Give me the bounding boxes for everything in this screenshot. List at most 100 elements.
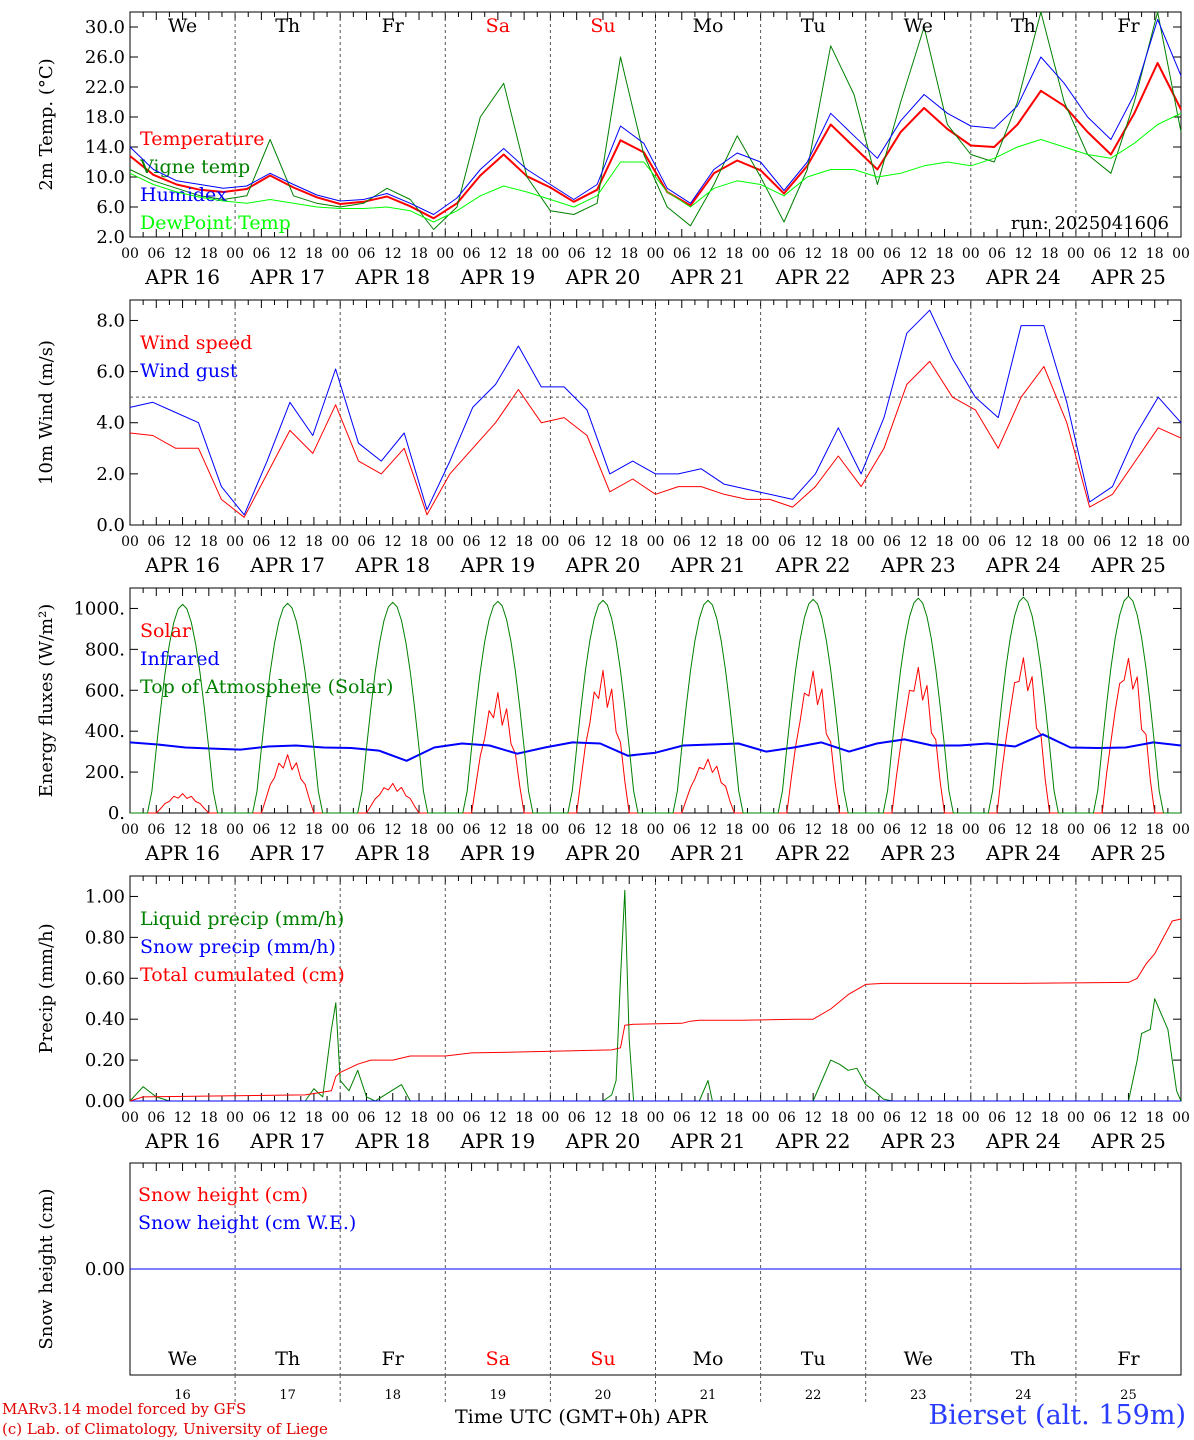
date-label: APR 18	[354, 841, 430, 865]
date-label: APR 25	[1090, 841, 1166, 865]
hour-tick-label: 18	[1041, 822, 1059, 838]
weekday-label: Mo	[693, 1348, 724, 1370]
date-label: APR 19	[459, 553, 535, 577]
hour-tick-label: 18	[831, 1110, 849, 1126]
panel-frame	[129, 299, 1182, 526]
date-label: APR 17	[249, 553, 325, 577]
date-label: APR 25	[1090, 553, 1166, 577]
date-label: APR 22	[775, 265, 851, 289]
date-label: APR 25	[1090, 1129, 1166, 1153]
day-number-label: 16	[174, 1388, 191, 1403]
hour-tick-label: 00	[857, 822, 875, 838]
y-tick-label: 26.0	[85, 47, 125, 68]
y-axis-label: Precip (mm/h)	[36, 923, 57, 1053]
hour-tick-label: 06	[358, 1110, 376, 1126]
hour-tick-label: 00	[857, 1110, 875, 1126]
day-number-label: 20	[595, 1388, 612, 1403]
hour-tick-label: 18	[305, 1110, 323, 1126]
day-number-label: 22	[805, 1388, 822, 1403]
hour-tick-label: 12	[699, 246, 717, 262]
hour-tick-label: 06	[988, 246, 1006, 262]
hour-tick-label: 12	[909, 822, 927, 838]
hour-tick-label: 12	[804, 534, 822, 550]
hour-tick-label: 18	[1146, 534, 1164, 550]
hour-tick-label: 00	[1067, 1110, 1085, 1126]
hour-tick-label: 18	[831, 822, 849, 838]
hour-tick-label: 00	[226, 822, 244, 838]
hour-tick-label: 00	[1067, 822, 1085, 838]
hour-tick-label: 12	[699, 534, 717, 550]
y-tick-label: 10.0	[85, 167, 125, 188]
hour-tick-label: 12	[1120, 534, 1138, 550]
date-label: APR 23	[880, 1129, 956, 1153]
weekday-label: Fr	[382, 1348, 405, 1370]
day-number-label: 19	[490, 1388, 507, 1403]
hour-tick-label: 00	[962, 246, 980, 262]
hour-tick-label: 00	[541, 246, 559, 262]
y-tick-label: 30.0	[85, 17, 125, 38]
date-label: APR 20	[565, 1129, 641, 1153]
y-axis-label: Snow height (cm)	[36, 1188, 57, 1349]
hour-tick-label: 06	[568, 534, 586, 550]
hour-tick-label: 00	[121, 822, 139, 838]
series-line-dewpoint-temp	[129, 112, 1182, 223]
day-number-label: 17	[279, 1388, 296, 1403]
hour-tick-label: 12	[594, 246, 612, 262]
weekday-label: Fr	[1117, 1348, 1140, 1370]
date-label: APR 19	[459, 1129, 535, 1153]
hour-tick-label: 06	[673, 1110, 691, 1126]
hour-tick-label: 12	[594, 822, 612, 838]
hour-tick-label: 06	[673, 822, 691, 838]
day-number-label: 23	[910, 1388, 927, 1403]
hour-tick-label: 12	[384, 1110, 402, 1126]
hour-tick-label: 12	[1120, 822, 1138, 838]
hour-tick-label: 18	[1146, 246, 1164, 262]
date-label: APR 22	[775, 841, 851, 865]
hour-tick-label: 00	[962, 534, 980, 550]
hour-tick-label: 06	[252, 822, 270, 838]
day-number-label: 24	[1015, 1388, 1032, 1403]
hour-tick-label: 12	[279, 1110, 297, 1126]
model-credit: MARv3.14 model forced by GFS	[2, 1400, 247, 1418]
hour-tick-label: 06	[883, 1110, 901, 1126]
hour-tick-label: 00	[962, 822, 980, 838]
hour-tick-label: 12	[594, 1110, 612, 1126]
hour-tick-label: 06	[252, 1110, 270, 1126]
y-tick-label: 0.00	[85, 1091, 125, 1112]
y-tick-label: 0.80	[85, 927, 125, 948]
series-line-total-cumulated-cm-	[129, 918, 1182, 1102]
hour-tick-label: 00	[436, 822, 454, 838]
y-tick-label: 18.0	[85, 107, 125, 128]
date-label: APR 16	[144, 1129, 220, 1153]
legend-liquid-precip-mm-h-: Liquid precip (mm/h)	[140, 908, 344, 930]
hour-tick-label: 06	[883, 246, 901, 262]
y-tick-label: 0.00	[85, 1259, 125, 1280]
y-tick-label: 1.00	[85, 886, 125, 907]
legend-snow-height-cm-w-e-: Snow height (cm W.E.)	[138, 1212, 356, 1234]
hour-tick-label: 06	[252, 246, 270, 262]
hour-tick-label: 18	[620, 822, 638, 838]
weekday-label: We	[168, 15, 197, 37]
legend-snow-precip-mm-h-: Snow precip (mm/h)	[140, 936, 336, 958]
hour-tick-label: 00	[331, 246, 349, 262]
hour-tick-label: 18	[410, 1110, 428, 1126]
hour-tick-label: 00	[1172, 246, 1190, 262]
y-axis-label: Energy fluxes (W/m²)	[36, 604, 57, 798]
hour-tick-label: 18	[831, 246, 849, 262]
series-line-infrared	[129, 733, 1182, 762]
y-tick-label: 0.	[108, 803, 125, 824]
hour-tick-label: 18	[1041, 1110, 1059, 1126]
station-label: Bierset (alt. 159m)	[928, 1400, 1186, 1431]
hour-tick-label: 06	[778, 822, 796, 838]
weekday-label: Sa	[486, 15, 510, 37]
hour-tick-label: 18	[1146, 822, 1164, 838]
hour-tick-label: 00	[1067, 246, 1085, 262]
weekday-label: Fr	[382, 15, 405, 37]
hour-tick-label: 06	[778, 1110, 796, 1126]
panel-frame	[129, 11, 1182, 238]
run-label: run: 2025041606	[1011, 213, 1169, 234]
hour-tick-label: 18	[200, 534, 218, 550]
hour-tick-label: 06	[883, 534, 901, 550]
hour-tick-label: 12	[804, 1110, 822, 1126]
series-line-vigne-temp	[129, 11, 1182, 230]
